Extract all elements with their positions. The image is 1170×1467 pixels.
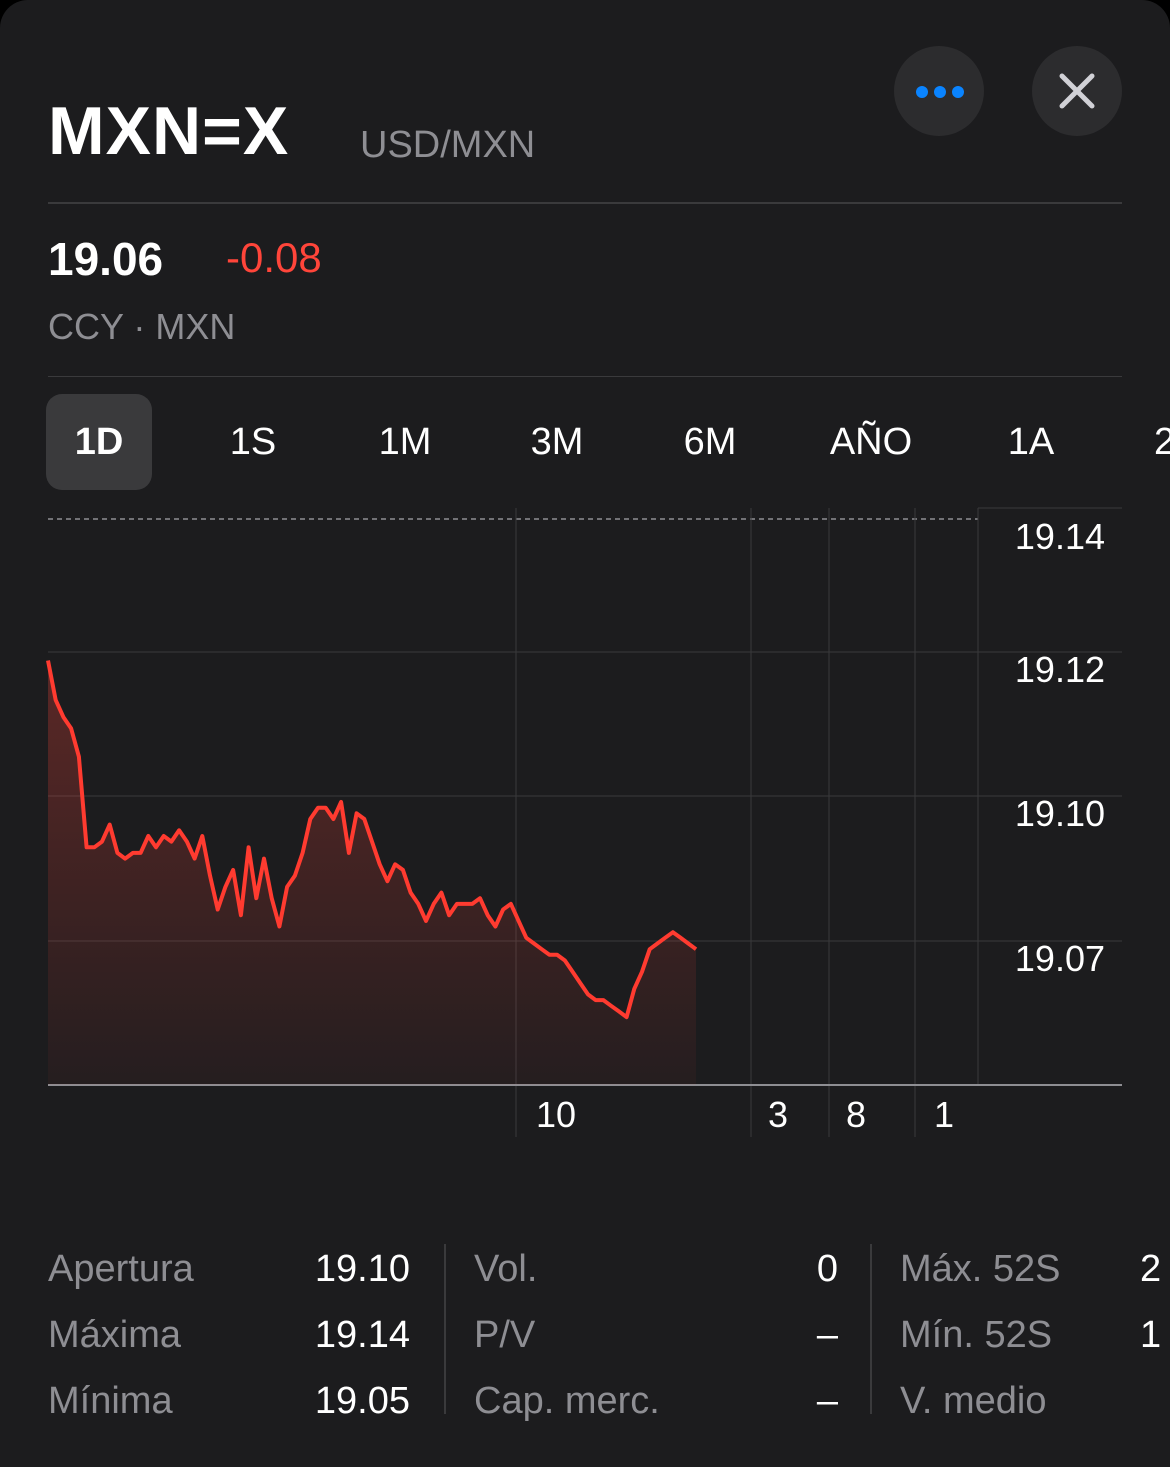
tab-ano[interactable]: AÑO	[829, 421, 913, 463]
price-chart[interactable]: 19.14 19.12 19.10 19.07 10 3 8 1	[0, 505, 1170, 1145]
header-divider	[48, 202, 1122, 204]
tab-1a[interactable]: 1A	[1007, 421, 1055, 463]
x-tick-label: 3	[768, 1094, 788, 1135]
x-tick-label: 10	[536, 1094, 576, 1135]
series-area	[48, 660, 696, 1085]
stat-label-volume: Vol.	[474, 1248, 538, 1290]
tab-3m[interactable]: 3M	[530, 421, 584, 463]
more-options-button[interactable]	[894, 46, 984, 136]
range-tabs: 1D 1S 1M 3M 6M AÑO 1A 2	[0, 394, 1170, 490]
stat-label-low: Mínima	[48, 1380, 173, 1422]
close-button[interactable]	[1032, 46, 1122, 136]
stats-separator	[870, 1244, 872, 1414]
series-line	[46, 660, 698, 1020]
y-tick-label: 19.12	[1015, 649, 1105, 690]
stat-label-high: Máxima	[48, 1314, 182, 1356]
y-tick-label: 19.10	[1015, 793, 1105, 834]
stat-label-avg-volume: V. medio	[900, 1380, 1047, 1422]
stat-value-market-cap: –	[816, 1380, 838, 1422]
stat-value-52w-low: 1	[1140, 1314, 1162, 1356]
x-tick-label: 1	[934, 1094, 954, 1135]
stat-label-pe: P/V	[474, 1314, 536, 1356]
stat-value-pe: –	[816, 1314, 838, 1356]
y-tick-label: 19.14	[1015, 516, 1105, 557]
stat-value-high: 19.14	[314, 1314, 410, 1356]
currency-pair: USD/MXN	[360, 124, 536, 166]
ticker-symbol: MXN=X	[48, 93, 290, 169]
stat-label-market-cap: Cap. merc.	[474, 1380, 660, 1422]
instrument-meta: CCY · MXN	[48, 306, 236, 347]
quote-divider	[48, 376, 1122, 377]
stat-value-volume: 0	[816, 1248, 838, 1290]
tab-1m[interactable]: 1M	[378, 421, 432, 463]
current-price: 19.06	[48, 233, 164, 285]
stat-label-52w-low: Mín. 52S	[900, 1314, 1053, 1356]
price-change: -0.08	[226, 234, 322, 281]
tab-1d[interactable]: 1D	[46, 394, 152, 490]
ellipsis-icon	[916, 86, 964, 98]
close-icon	[1059, 73, 1095, 109]
tab-more[interactable]: 2	[1154, 421, 1170, 463]
stat-value-52w-high: 2	[1140, 1248, 1162, 1290]
x-tick-label: 8	[846, 1094, 866, 1135]
stats-separator	[444, 1244, 446, 1414]
key-stats: Apertura 19.10 Máxima 19.14 Mínima 19.05…	[0, 1240, 1170, 1422]
tab-6m[interactable]: 6M	[683, 421, 737, 463]
stat-label-52w-high: Máx. 52S	[900, 1248, 1061, 1290]
stat-value-open: 19.10	[314, 1248, 410, 1290]
stat-label-open: Apertura	[48, 1248, 194, 1290]
stat-value-low: 19.05	[314, 1380, 410, 1422]
tab-1s[interactable]: 1S	[229, 421, 277, 463]
y-tick-label: 19.07	[1015, 938, 1105, 979]
